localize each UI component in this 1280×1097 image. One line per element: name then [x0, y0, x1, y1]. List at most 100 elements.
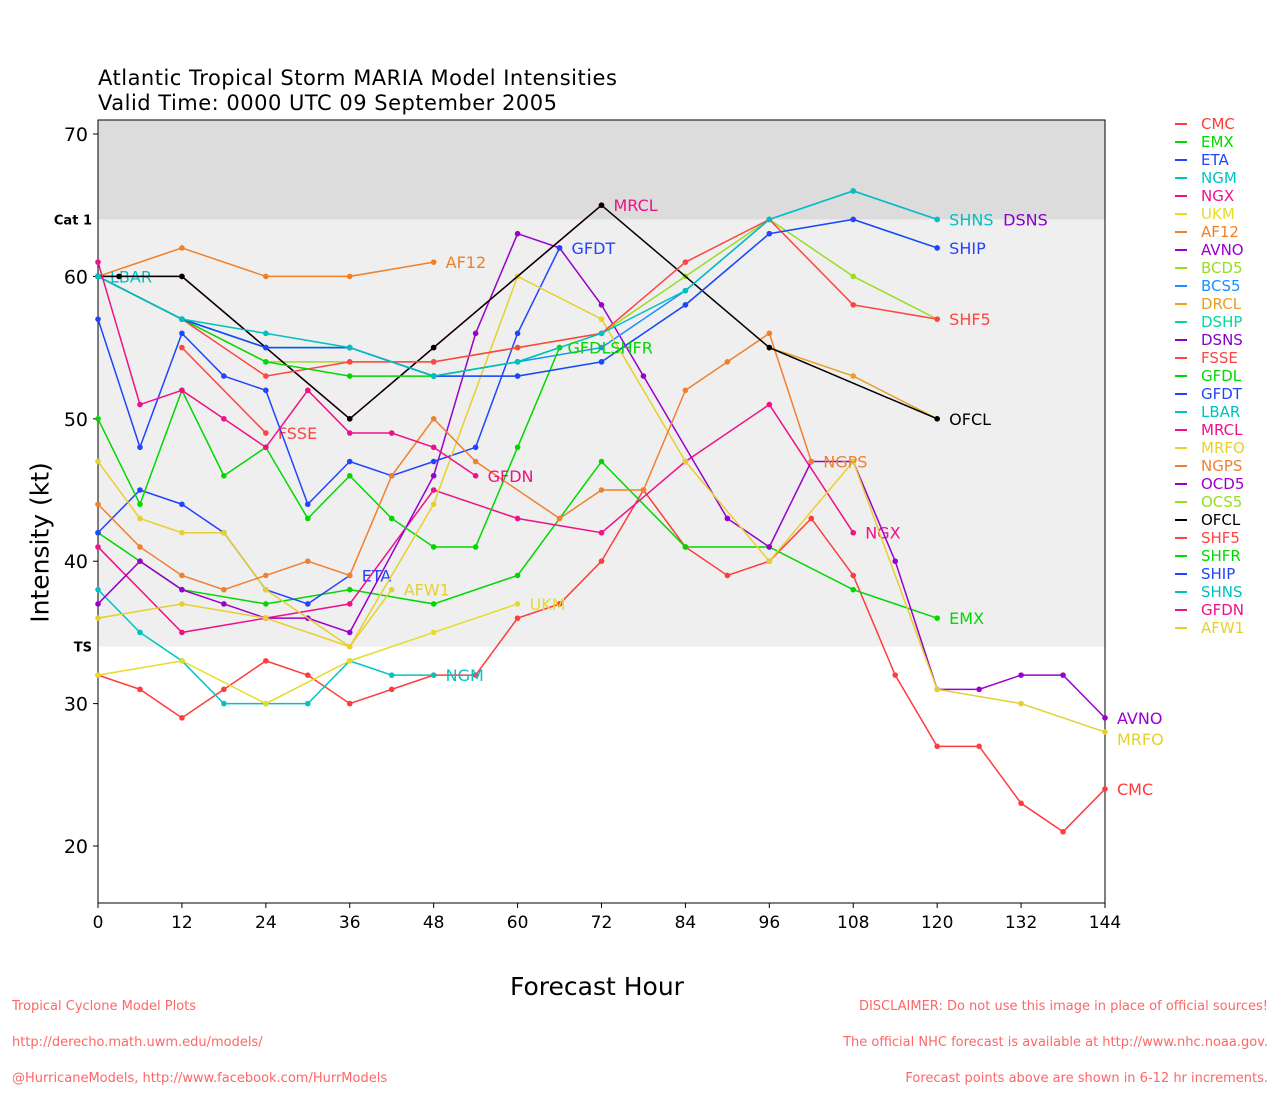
legend-swatch: [1175, 465, 1187, 467]
data-point: [95, 416, 101, 422]
legend-swatch: [1175, 393, 1187, 395]
legend-swatch: [1175, 177, 1187, 179]
legend-label: NGM: [1201, 169, 1237, 187]
data-point: [346, 359, 353, 365]
footer-left-line: @HurricaneModels, http://www.facebook.co…: [12, 1071, 388, 1086]
data-point: [304, 601, 311, 607]
data-point: [556, 245, 563, 251]
data-point: [598, 202, 605, 208]
legend-item: OCD5: [1175, 475, 1245, 493]
data-point: [724, 515, 731, 522]
data-point: [514, 373, 521, 379]
data-point: [682, 458, 689, 465]
series-afw1: AFW1: [95, 581, 450, 650]
data-point: [95, 586, 101, 593]
threshold-label: TS: [74, 641, 92, 656]
legend-label: SHF5: [1201, 529, 1240, 547]
legend-label: SHFR: [1201, 547, 1241, 565]
data-point: [346, 629, 353, 636]
series-line: [97, 403, 854, 634]
legend-swatch: [1175, 609, 1187, 611]
data-point: [514, 230, 521, 237]
data-point: [263, 273, 269, 280]
data-point: [137, 686, 143, 693]
chart-subtitle: Valid Time: 0000 UTC 09 September 2005: [98, 91, 558, 115]
data-point: [346, 643, 353, 650]
data-point: [724, 572, 731, 579]
legend-label: BCD5: [1201, 259, 1243, 277]
data-point: [95, 273, 101, 280]
legend-item: OFCL: [1175, 511, 1245, 529]
legend-swatch: [1175, 375, 1187, 377]
data-point: [179, 629, 185, 636]
data-point: [263, 700, 269, 707]
series-label: NGPS: [823, 453, 867, 472]
data-point: [116, 273, 122, 280]
data-point: [472, 444, 479, 451]
legend-label: UKM: [1201, 205, 1235, 223]
data-point: [850, 273, 857, 280]
legend-swatch: [1175, 555, 1187, 557]
data-point: [808, 458, 815, 465]
data-point: [766, 230, 773, 237]
data-point: [179, 572, 185, 579]
legend-item: NGX: [1175, 187, 1245, 205]
data-point: [514, 359, 521, 365]
data-point: [1018, 672, 1024, 678]
data-point: [682, 544, 689, 550]
footer-right: DISCLAIMER: Do not use this image in pla…: [843, 977, 1268, 1097]
x-tick-label: 12: [171, 913, 193, 933]
data-point: [472, 472, 479, 479]
data-point: [95, 529, 101, 536]
data-point: [137, 515, 143, 522]
series-gfdt: GFDT: [95, 239, 615, 508]
data-point: [263, 430, 269, 436]
series-label: ETA: [362, 566, 392, 585]
data-point: [850, 458, 857, 465]
series-label: AF12: [446, 253, 487, 272]
legend-swatch: [1175, 267, 1187, 269]
data-point: [221, 586, 227, 593]
data-point: [346, 572, 353, 579]
legend-label: AF12: [1201, 223, 1239, 241]
data-point: [1060, 828, 1066, 835]
series-cmc: CMC: [95, 487, 1153, 835]
legend-item: NGM: [1175, 169, 1245, 187]
data-point: [263, 444, 269, 451]
data-point: [137, 629, 143, 636]
footer-left: Tropical Cyclone Model Plots http://dere…: [12, 977, 387, 1097]
data-point: [388, 686, 395, 693]
data-point: [766, 330, 773, 337]
annotation-label: DSNS: [1003, 210, 1048, 229]
chart-title: Atlantic Tropical Storm MARIA Model Inte…: [98, 66, 618, 90]
legend-item: DSNS: [1175, 331, 1245, 349]
data-point: [514, 344, 521, 351]
series-ukm: UKM: [95, 595, 566, 707]
series-label: AFW1: [404, 581, 450, 600]
x-tick-label: 48: [423, 913, 445, 933]
legend-item: GFDT: [1175, 385, 1245, 403]
data-point: [430, 259, 437, 265]
series-line: [97, 603, 518, 705]
legend-swatch: [1175, 249, 1187, 251]
data-point: [472, 672, 479, 678]
threshold-label: Cat 1: [54, 213, 92, 228]
data-point: [472, 544, 479, 550]
data-point: [640, 373, 647, 379]
legend-swatch: [1175, 339, 1187, 341]
data-point: [598, 302, 605, 308]
legend-swatch: [1175, 411, 1187, 413]
series-gfdn: GFDN: [95, 259, 534, 486]
data-point: [598, 316, 605, 322]
series-label: GFDN: [488, 467, 534, 486]
series-ngx: NGX: [95, 401, 901, 636]
legend-swatch: [1175, 519, 1187, 521]
data-point: [304, 558, 311, 564]
y-tick-label: 20: [64, 836, 88, 858]
data-point: [179, 601, 185, 607]
legend-label: NGPS: [1201, 457, 1243, 475]
y-tick-label: 70: [64, 124, 88, 146]
data-point: [598, 330, 605, 337]
data-point: [1018, 800, 1024, 807]
data-point: [472, 458, 479, 465]
